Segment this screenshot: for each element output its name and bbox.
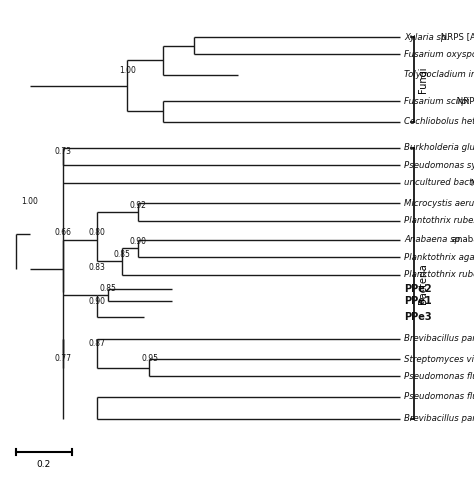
Text: NRPS [ABR28366]: NRPS [ABR28366] <box>438 33 474 42</box>
Text: Fungi: Fungi <box>418 66 428 93</box>
Text: 0.85: 0.85 <box>100 284 116 293</box>
Text: Bacteria: Bacteria <box>418 263 428 304</box>
Text: Fusarium scirpi: Fusarium scirpi <box>404 97 469 106</box>
Text: 1.00: 1.00 <box>21 197 38 206</box>
Text: Microcystis aeruginosa: Microcystis aeruginosa <box>404 198 474 208</box>
Text: Tolypocladium inflatum: Tolypocladium inflatum <box>404 70 474 79</box>
Text: Planktothrix agardhii: Planktothrix agardhii <box>404 252 474 261</box>
Text: Streptomyces virginiae: Streptomyces virginiae <box>404 355 474 364</box>
Text: PPe2: PPe2 <box>404 284 432 294</box>
Text: NRPS [CAM34312]: NRPS [CAM34312] <box>468 178 474 187</box>
Text: 0.92: 0.92 <box>130 200 147 209</box>
Text: 0.83: 0.83 <box>88 263 105 272</box>
Text: 0.90: 0.90 <box>88 297 105 306</box>
Text: anabaenopeptin NRPS [ ACZ55942]: anabaenopeptin NRPS [ ACZ55942] <box>449 235 474 244</box>
Text: 0.90: 0.90 <box>130 237 147 246</box>
Text: 0.77: 0.77 <box>55 354 72 363</box>
Text: 0.87: 0.87 <box>88 339 105 348</box>
Text: PPe3: PPe3 <box>404 312 432 322</box>
Text: 0.73: 0.73 <box>55 147 72 156</box>
Text: Planktothrix rubescens: Planktothrix rubescens <box>404 270 474 279</box>
Text: Burkholderia glumae: Burkholderia glumae <box>404 143 474 152</box>
Text: Brevibacillus parabrevis: Brevibacillus parabrevis <box>404 334 474 343</box>
Text: Plantothrix rubescens: Plantothrix rubescens <box>404 216 474 225</box>
Text: Anabaena sp.: Anabaena sp. <box>404 235 463 244</box>
Text: Fusarium oxysporum: Fusarium oxysporum <box>404 50 474 59</box>
Text: 0.95: 0.95 <box>141 354 158 363</box>
Text: uncultured bacteria: uncultured bacteria <box>404 178 474 187</box>
Text: Pseudomonas syrindae: Pseudomonas syrindae <box>404 161 474 170</box>
Text: PPe1: PPe1 <box>404 296 432 306</box>
Text: NRPS [ADB27871]: NRPS [ADB27871] <box>473 50 474 59</box>
Text: Brevibacillus parabrevis: Brevibacillus parabrevis <box>404 414 474 423</box>
Text: Pseudomonas fluorescens: Pseudomonas fluorescens <box>404 372 474 381</box>
Text: 0.2: 0.2 <box>36 459 51 469</box>
Text: Cochliobolus heterostrophus: Cochliobolus heterostrophus <box>404 117 474 126</box>
Text: 0.80: 0.80 <box>88 229 105 238</box>
Text: Xylaria sp.: Xylaria sp. <box>404 33 449 42</box>
Text: NRPS [YP_0029085]: NRPS [YP_0029085] <box>472 143 474 152</box>
Text: 0.85: 0.85 <box>113 250 130 259</box>
Text: Pseudomonas fluorescens: Pseudomonas fluorescens <box>404 392 474 401</box>
Text: 1.00: 1.00 <box>119 66 136 75</box>
Text: NRPS [Q00869]: NRPS [Q00869] <box>454 97 474 106</box>
Text: 0.66: 0.66 <box>55 229 72 238</box>
Text: OciA [ABW84363]: OciA [ABW84363] <box>472 252 474 261</box>
